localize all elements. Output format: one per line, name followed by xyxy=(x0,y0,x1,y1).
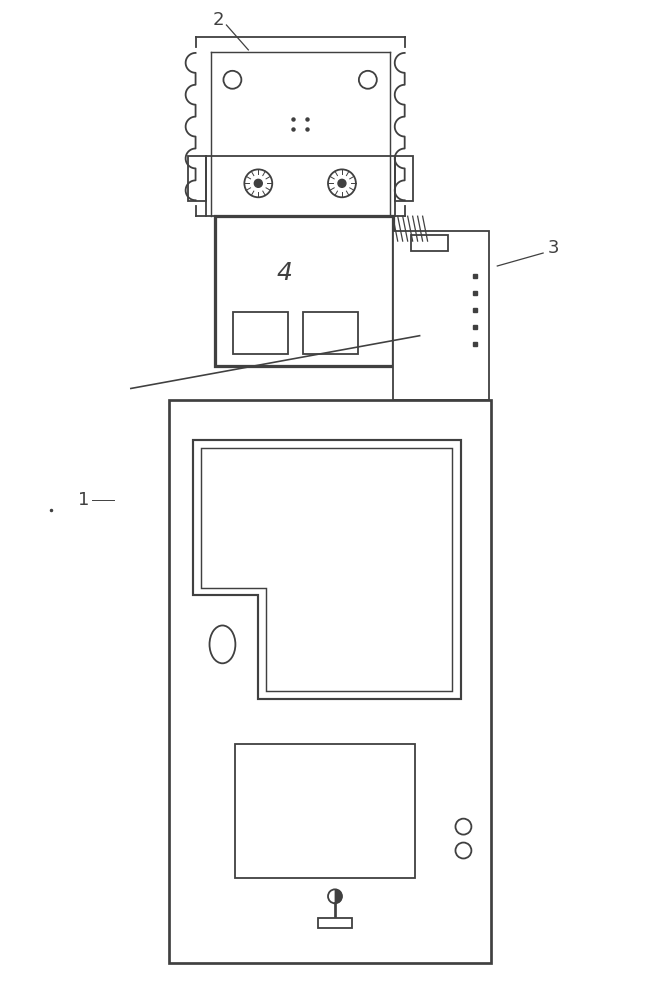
Bar xyxy=(303,312,358,354)
Bar xyxy=(215,216,393,366)
Polygon shape xyxy=(192,440,461,699)
Circle shape xyxy=(254,179,262,187)
Bar xyxy=(233,312,288,354)
Circle shape xyxy=(338,179,346,187)
Circle shape xyxy=(328,889,342,903)
Polygon shape xyxy=(200,448,453,691)
Text: 3: 3 xyxy=(548,239,559,257)
Text: 1: 1 xyxy=(78,491,90,509)
Bar xyxy=(169,400,492,963)
Text: 4: 4 xyxy=(276,261,292,285)
Wedge shape xyxy=(335,889,342,903)
Text: 2: 2 xyxy=(213,11,224,29)
Bar xyxy=(411,235,449,251)
Bar xyxy=(395,156,413,201)
Bar xyxy=(318,918,352,928)
Bar xyxy=(235,744,415,878)
Bar xyxy=(188,156,206,201)
Bar xyxy=(393,231,490,400)
